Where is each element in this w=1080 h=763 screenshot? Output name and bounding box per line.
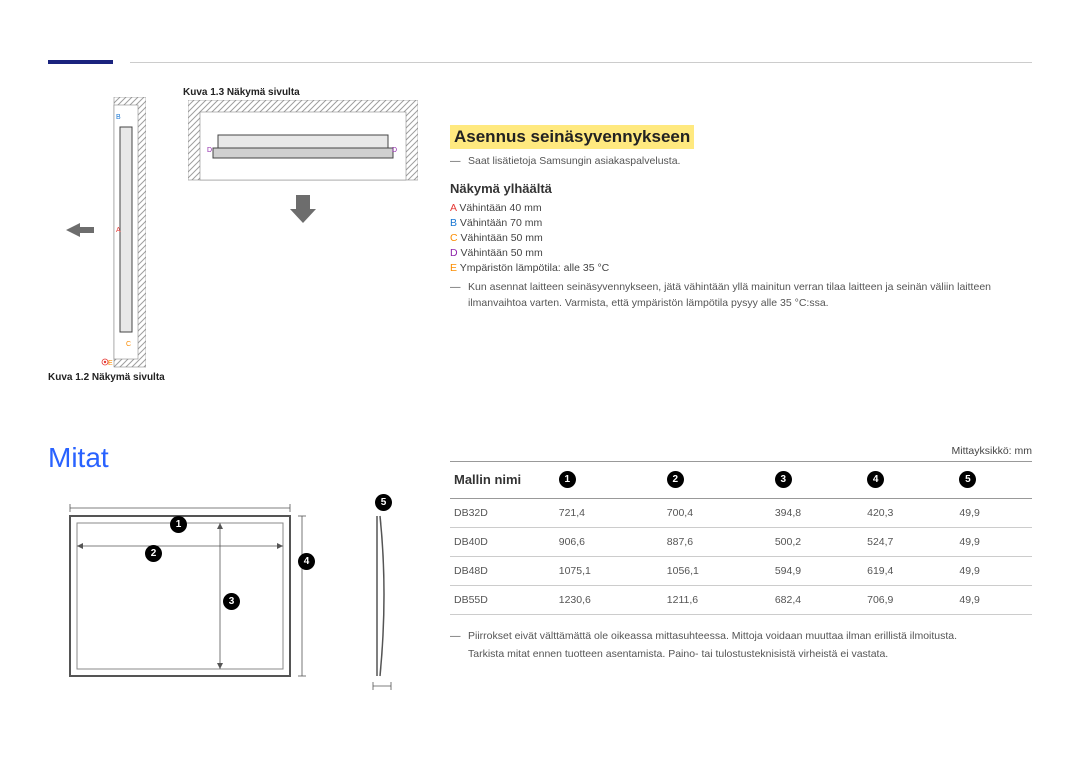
svg-text:C: C	[126, 341, 131, 348]
th-1: 1	[555, 462, 663, 499]
footer-note-1: Piirrokset eivät välttämättä ole oikeass…	[450, 629, 1032, 645]
install-note: Kun asennat laitteen seinäsyvennykseen, …	[450, 280, 1032, 312]
top-view-svg: D D	[188, 100, 418, 230]
svg-text:D: D	[392, 147, 397, 154]
section-title-mitat: Mitat	[48, 442, 418, 474]
left-column: B A C E Kuva 1.3 Näkymä sivulta D D	[48, 82, 418, 484]
cell-model: DB40D	[450, 528, 555, 557]
cell-value: 49,9	[955, 586, 1032, 615]
service-note: Saat lisätietoja Samsungin asiakaspalvel…	[450, 155, 1032, 167]
cell-model: DB55D	[450, 586, 555, 615]
top-view-diagram: D D	[188, 100, 418, 235]
cell-value: 1056,1	[663, 557, 771, 586]
legend-line: E Ympäristön lämpötila: alle 35 °C	[450, 262, 1032, 274]
dimensions-table: Mallin nimi 1 2 3 4 5 DB32D721,4700,4394…	[450, 461, 1032, 615]
cell-value: 721,4	[555, 499, 663, 528]
header-rule	[130, 62, 1032, 63]
th-5: 5	[955, 462, 1032, 499]
legend-line: A Vähintään 40 mm	[450, 202, 1032, 214]
dim-marker-5: 5	[375, 494, 392, 511]
svg-text:B: B	[116, 114, 121, 121]
table-footer-notes: Piirrokset eivät välttämättä ole oikeass…	[450, 629, 1032, 663]
svg-text:D: D	[207, 147, 212, 154]
side-view-diagram: B A C E	[66, 97, 146, 382]
th-2: 2	[663, 462, 771, 499]
dim-marker-4: 4	[298, 553, 315, 570]
fig-1-3-label: Kuva 1.3 Näkymä sivulta	[183, 82, 300, 100]
cell-value: 887,6	[663, 528, 771, 557]
figure-1-3-label: Kuva 1.3 Näkymä sivulta	[183, 87, 300, 98]
svg-text:E: E	[108, 360, 113, 367]
legend-line: D Vähintään 50 mm	[450, 247, 1032, 259]
footer-note-2: Tarkista mitat ennen tuotteen asentamist…	[450, 647, 1032, 663]
dimensions-diagram: 1 2 3 4 5	[55, 498, 395, 698]
svg-text:A: A	[116, 227, 121, 234]
cell-value: 524,7	[863, 528, 955, 557]
cell-value: 500,2	[771, 528, 863, 557]
unit-label: Mittayksikkö: mm	[450, 445, 1032, 457]
table-row: DB48D1075,11056,1594,9619,449,9	[450, 557, 1032, 586]
wall-recess-title: Asennus seinäsyvennykseen	[450, 125, 694, 149]
table-header-row: Mallin nimi 1 2 3 4 5	[450, 462, 1032, 499]
th-4: 4	[863, 462, 955, 499]
cell-value: 1230,6	[555, 586, 663, 615]
cell-value: 594,9	[771, 557, 863, 586]
cell-value: 420,3	[863, 499, 955, 528]
cell-value: 49,9	[955, 557, 1032, 586]
clearance-legend: A Vähintään 40 mm B Vähintään 70 mm C Vähi…	[450, 202, 1032, 274]
legend-line: B Vähintään 70 mm	[450, 217, 1032, 229]
dim-marker-1: 1	[170, 516, 187, 533]
dim-marker-2: 2	[145, 545, 162, 562]
cell-value: 49,9	[955, 499, 1032, 528]
cell-value: 619,4	[863, 557, 955, 586]
cell-value: 700,4	[663, 499, 771, 528]
table-row: DB32D721,4700,4394,8420,349,9	[450, 499, 1032, 528]
cell-value: 394,8	[771, 499, 863, 528]
top-view-heading: Näkymä ylhäältä	[450, 181, 1032, 196]
cell-value: 706,9	[863, 586, 955, 615]
header-accent-bar	[48, 60, 113, 64]
legend-line: C Vähintään 50 mm	[450, 232, 1032, 244]
dim-marker-3: 3	[223, 593, 240, 610]
cell-model: DB48D	[450, 557, 555, 586]
cell-value: 1075,1	[555, 557, 663, 586]
th-model: Mallin nimi	[450, 462, 555, 499]
figure-1-2-label: Kuva 1.2 Näkymä sivulta	[48, 372, 165, 383]
dimensions-table-area: Mittayksikkö: mm Mallin nimi 1 2 3 4 5 D…	[450, 445, 1032, 663]
table-row: DB55D1230,61211,6682,4706,949,9	[450, 586, 1032, 615]
th-3: 3	[771, 462, 863, 499]
side-view-svg: B A C E	[66, 97, 146, 377]
cell-model: DB32D	[450, 499, 555, 528]
right-column: Asennus seinäsyvennykseen Saat lisätieto…	[450, 125, 1032, 312]
cell-value: 49,9	[955, 528, 1032, 557]
cell-value: 906,6	[555, 528, 663, 557]
table-row: DB40D906,6887,6500,2524,749,9	[450, 528, 1032, 557]
cell-value: 1211,6	[663, 586, 771, 615]
fig-1-2-label-wrap: Kuva 1.2 Näkymä sivulta	[48, 367, 165, 385]
cell-value: 682,4	[771, 586, 863, 615]
